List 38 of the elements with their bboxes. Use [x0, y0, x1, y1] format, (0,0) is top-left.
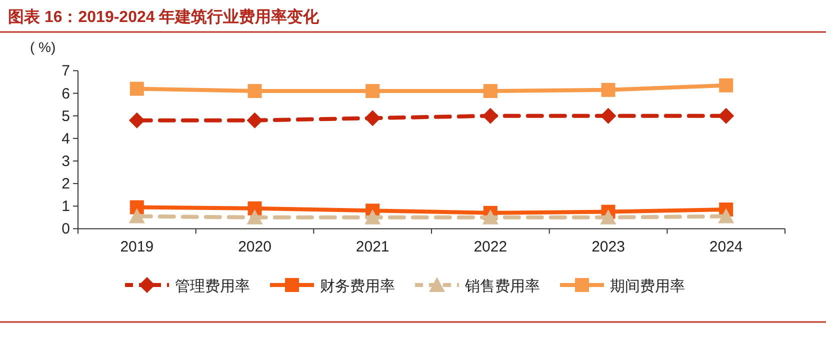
point: [246, 209, 263, 224]
point: [600, 108, 616, 124]
x-tick-label: 2024: [709, 238, 743, 256]
point: [366, 84, 380, 98]
legend-label: 管理费用率: [175, 278, 250, 295]
x-tick-label: 2021: [356, 238, 390, 256]
point: [130, 82, 144, 96]
y-tick-label: 0: [62, 220, 70, 238]
point: [364, 110, 381, 126]
y-axis-title: ( %): [30, 39, 56, 55]
x-tick-label: 2022: [474, 238, 508, 256]
point: [248, 84, 262, 98]
point: [600, 209, 616, 224]
y-tick-label: 7: [62, 62, 70, 80]
legend-label: 期间费用率: [610, 278, 685, 295]
x-tick-label: 2020: [238, 238, 272, 256]
y-tick-label: 3: [62, 152, 70, 170]
legend-label: 销售费用率: [464, 278, 540, 295]
point: [128, 112, 145, 128]
point: [483, 84, 498, 98]
point: [719, 78, 734, 92]
point: [718, 208, 734, 224]
point: [246, 112, 263, 128]
x-tick-label: 2019: [120, 238, 154, 256]
y-tick-label: 4: [62, 130, 70, 148]
chart-title: 图表 16：2019-2024 年建筑行业费用率变化: [8, 7, 320, 26]
point: [601, 82, 616, 97]
point: [128, 208, 145, 224]
y-tick-label: 2: [62, 176, 70, 193]
y-tick-label: 6: [62, 85, 70, 102]
point: [482, 108, 498, 124]
point: [718, 108, 734, 124]
y-tick-label: 5: [62, 108, 70, 125]
point: [482, 209, 498, 224]
x-tick-label: 2023: [592, 238, 625, 256]
point: [364, 209, 381, 224]
legend-label: 财务费用率: [320, 278, 395, 295]
y-tick-label: 1: [62, 198, 70, 216]
